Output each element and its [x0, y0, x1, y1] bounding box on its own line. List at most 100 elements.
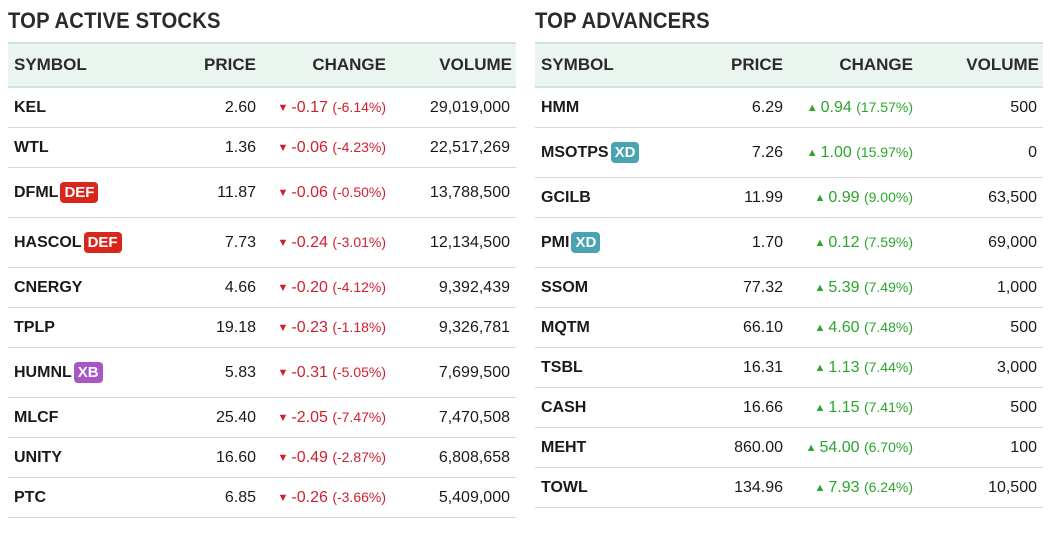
symbol-cell[interactable]: MLCF: [8, 409, 158, 427]
change-value: 54.00: [819, 438, 860, 456]
up-arrow-icon: ▲: [814, 281, 826, 294]
symbol-cell[interactable]: GCILB: [535, 189, 685, 207]
symbol-link[interactable]: MEHT: [541, 438, 587, 456]
symbol-link[interactable]: KEL: [14, 98, 46, 116]
xd-badge: XD: [571, 232, 601, 253]
symbol-link[interactable]: PMI: [541, 233, 570, 251]
change-cell: ▲ 5.39 (7.49%): [783, 279, 913, 297]
symbol-cell[interactable]: DFML DEF: [8, 182, 158, 203]
table-row[interactable]: TSBL 16.31 ▲ 1.13 (7.44%) 3,000: [535, 348, 1043, 388]
table-row[interactable]: PTC 6.85 ▼ -0.26 (-3.66%) 5,409,000: [8, 478, 516, 518]
table-row[interactable]: CNERGY 4.66 ▼ -0.20 (-4.12%) 9,392,439: [8, 268, 516, 308]
table-row[interactable]: HASCOL DEF 7.73 ▼ -0.24 (-3.01%) 12,134,500: [8, 218, 516, 268]
symbol-cell[interactable]: MSOTPS XD: [535, 142, 685, 163]
symbol-cell[interactable]: SSOM: [535, 279, 685, 297]
symbol-link[interactable]: CASH: [541, 398, 587, 416]
table-row[interactable]: HMM 6.29 ▲ 0.94 (17.57%) 500: [535, 88, 1043, 128]
symbol-cell[interactable]: PMI XD: [535, 232, 685, 253]
table-row[interactable]: GCILB 11.99 ▲ 0.99 (9.00%) 63,500: [535, 178, 1043, 218]
symbol-cell[interactable]: MQTM: [535, 319, 685, 337]
volume-header[interactable]: VOLUME: [966, 55, 1039, 74]
price-header[interactable]: PRICE: [204, 55, 256, 74]
change-cell: ▼ -2.05 (-7.47%): [256, 408, 387, 427]
symbol-cell[interactable]: CASH: [535, 399, 685, 417]
price-cell: 1.36: [224, 138, 256, 156]
symbol-link[interactable]: HASCOL: [14, 233, 82, 251]
up-arrow-icon: ▲: [805, 441, 817, 454]
symbol-link[interactable]: MSOTPS: [541, 143, 609, 161]
symbol-header[interactable]: SYMBOL: [14, 55, 87, 74]
symbol-link[interactable]: GCILB: [541, 188, 591, 206]
symbol-link[interactable]: DFML: [14, 183, 59, 201]
volume-cell: 9,392,439: [438, 278, 510, 296]
symbol-link[interactable]: WTL: [14, 138, 49, 156]
def-badge: DEF: [83, 232, 122, 253]
up-arrow-icon: ▲: [814, 321, 826, 334]
price-cell: 77.32: [742, 278, 783, 296]
volume-cell: 22,517,269: [429, 138, 510, 156]
price-header[interactable]: PRICE: [731, 55, 783, 74]
price-cell: 2.60: [224, 98, 256, 116]
symbol-link[interactable]: MQTM: [541, 318, 590, 336]
symbol-cell[interactable]: HMM: [535, 99, 685, 117]
table-row[interactable]: WTL 1.36 ▼ -0.06 (-4.23%) 22,517,269: [8, 128, 516, 168]
symbol-link[interactable]: CNERGY: [14, 278, 83, 296]
volume-cell: 6,808,658: [438, 448, 510, 466]
down-arrow-icon: ▼: [277, 366, 289, 379]
symbol-cell[interactable]: TPLP: [8, 319, 158, 337]
symbol-link[interactable]: HUMNL: [14, 363, 72, 381]
symbol-link[interactable]: HMM: [541, 98, 580, 116]
table-row[interactable]: UNITY 16.60 ▼ -0.49 (-2.87%) 6,808,658: [8, 438, 516, 478]
change-value: -0.23: [291, 318, 328, 336]
change-percent: (-1.18%): [332, 318, 386, 335]
change-cell: ▲ 0.94 (17.57%): [783, 99, 913, 117]
symbol-cell[interactable]: CNERGY: [8, 279, 158, 297]
symbol-header[interactable]: SYMBOL: [541, 55, 614, 74]
table-row[interactable]: HUMNL XB 5.83 ▼ -0.31 (-5.05%) 7,699,500: [8, 348, 516, 398]
table-row[interactable]: TPLP 19.18 ▼ -0.23 (-1.18%) 9,326,781: [8, 308, 516, 348]
symbol-cell[interactable]: TOWL: [535, 479, 685, 497]
symbol-cell[interactable]: HASCOL DEF: [8, 232, 158, 253]
down-arrow-icon: ▼: [277, 321, 289, 334]
symbol-link[interactable]: UNITY: [14, 448, 62, 466]
change-header[interactable]: CHANGE: [312, 55, 386, 74]
table-row[interactable]: MEHT 860.00 ▲ 54.00 (6.70%) 100: [535, 428, 1043, 468]
symbol-cell[interactable]: MEHT: [535, 439, 685, 457]
change-header[interactable]: CHANGE: [839, 55, 913, 74]
table-row[interactable]: PMI XD 1.70 ▲ 0.12 (7.59%) 69,000: [535, 218, 1043, 268]
volume-cell: 10,500: [988, 478, 1037, 496]
table-row[interactable]: KEL 2.60 ▼ -0.17 (-6.14%) 29,019,000: [8, 88, 516, 128]
change-value: 0.12: [828, 233, 860, 251]
symbol-link[interactable]: TPLP: [14, 318, 55, 336]
price-cell: 4.66: [224, 278, 256, 296]
symbol-cell[interactable]: PTC: [8, 489, 158, 507]
price-cell: 66.10: [742, 318, 783, 336]
symbol-cell[interactable]: HUMNL XB: [8, 362, 158, 383]
volume-cell: 500: [1010, 318, 1037, 336]
table-row[interactable]: TOWL 134.96 ▲ 7.93 (6.24%) 10,500: [535, 468, 1043, 508]
change-percent: (-5.05%): [332, 363, 386, 380]
symbol-cell[interactable]: KEL: [8, 99, 158, 117]
change-value: 0.94: [820, 98, 852, 116]
table-row[interactable]: DFML DEF 11.87 ▼ -0.06 (-0.50%) 13,788,500: [8, 168, 516, 218]
symbol-link[interactable]: SSOM: [541, 278, 589, 296]
symbol-cell[interactable]: UNITY: [8, 449, 158, 467]
symbol-link[interactable]: TOWL: [541, 478, 588, 496]
symbol-link[interactable]: MLCF: [14, 408, 59, 426]
change-percent: (-6.14%): [332, 98, 386, 115]
symbol-cell[interactable]: TSBL: [535, 359, 685, 377]
table-row[interactable]: CASH 16.66 ▲ 1.15 (7.41%) 500: [535, 388, 1043, 428]
volume-header[interactable]: VOLUME: [439, 55, 512, 74]
change-percent: (-7.47%): [332, 408, 386, 425]
change-value: -2.05: [291, 408, 328, 426]
table-row[interactable]: MSOTPS XD 7.26 ▲ 1.00 (15.97%) 0: [535, 128, 1043, 178]
table-row[interactable]: SSOM 77.32 ▲ 5.39 (7.49%) 1,000: [535, 268, 1043, 308]
volume-cell: 7,470,508: [438, 408, 510, 426]
table-row[interactable]: MLCF 25.40 ▼ -2.05 (-7.47%) 7,470,508: [8, 398, 516, 438]
symbol-link[interactable]: TSBL: [541, 358, 583, 376]
symbol-link[interactable]: PTC: [14, 488, 46, 506]
volume-cell: 9,326,781: [438, 318, 510, 336]
symbol-cell[interactable]: WTL: [8, 139, 158, 157]
change-value: -0.24: [291, 233, 328, 251]
table-row[interactable]: MQTM 66.10 ▲ 4.60 (7.48%) 500: [535, 308, 1043, 348]
